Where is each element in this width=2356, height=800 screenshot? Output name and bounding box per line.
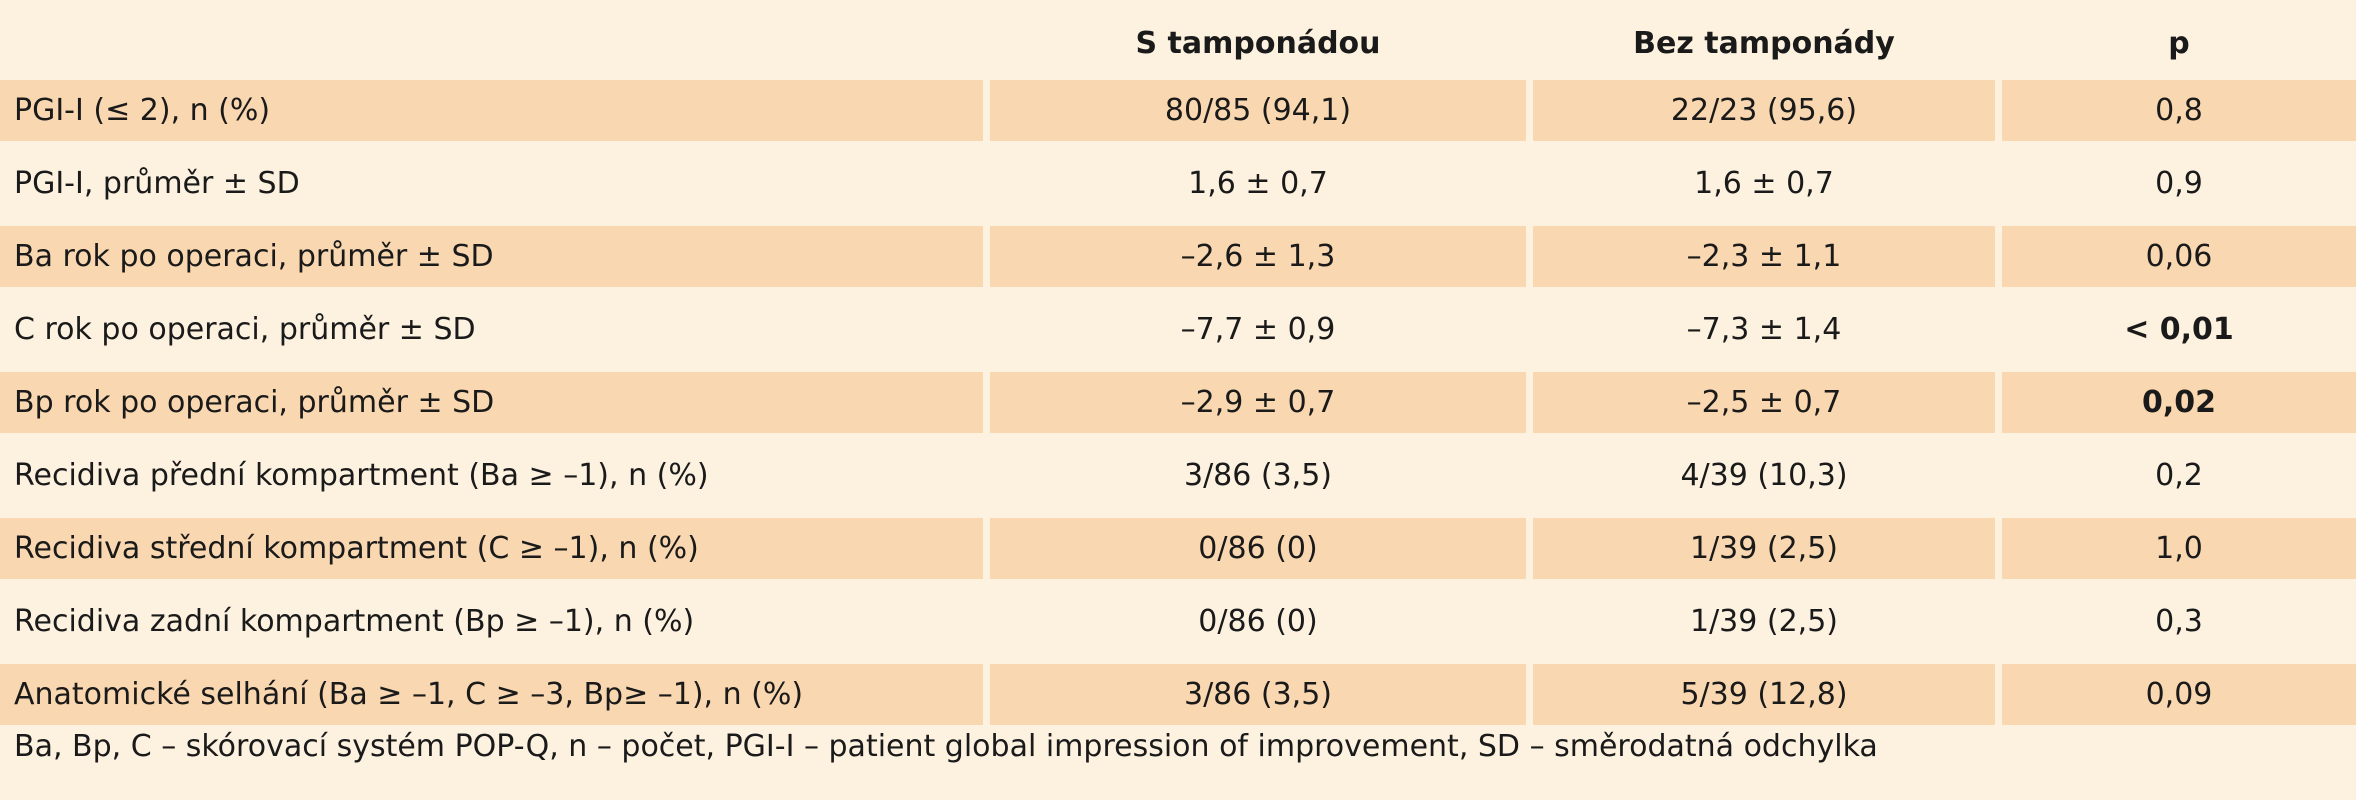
table-row: Bp rok po operaci, průměr ± SD –2,9 ± 0,…	[0, 372, 2356, 433]
row-with-value: –2,6 ± 1,3	[990, 226, 1526, 287]
row-label: Recidiva střední kompartment (C ≥ –1), n…	[0, 518, 983, 579]
row-without-value: 1/39 (2,5)	[1533, 518, 1995, 579]
row-p-value: 0,06	[2002, 226, 2356, 287]
header-cell-p: p	[2168, 26, 2190, 61]
row-without-value: –2,3 ± 1,1	[1533, 226, 1995, 287]
row-without-value: 4/39 (10,3)	[1680, 457, 1848, 493]
row-without-value: 1,6 ± 0,7	[1694, 165, 1834, 201]
row-label: Recidiva zadní kompartment (Bp ≥ –1), n …	[14, 603, 695, 639]
table-row: PGI-I (≤ 2), n (%) 80/85 (94,1) 22/23 (9…	[0, 80, 2356, 141]
row-label: Ba rok po operaci, průměr ± SD	[0, 226, 983, 287]
table-row: Recidiva střední kompartment (C ≥ –1), n…	[0, 518, 2356, 579]
row-with-value: 80/85 (94,1)	[990, 80, 1526, 141]
row-p-value: 0,3	[2155, 603, 2203, 639]
row-without-value: 1/39 (2,5)	[1689, 603, 1839, 639]
row-without-value: –2,5 ± 0,7	[1533, 372, 1995, 433]
row-with-value: 3/86 (3,5)	[1183, 457, 1333, 493]
table-row: Ba rok po operaci, průměr ± SD –2,6 ± 1,…	[0, 226, 2356, 287]
table-footnote: Ba, Bp, C – skórovací systém POP-Q, n – …	[14, 729, 1878, 764]
table-header-row: S tamponádou Bez tamponády p	[0, 20, 2356, 68]
row-p-value: 0,9	[2155, 165, 2203, 201]
row-label: C rok po operaci, průměr ± SD	[14, 311, 476, 347]
row-label: PGI-I (≤ 2), n (%)	[0, 80, 983, 141]
header-cell-with-tamponade: S tamponádou	[1135, 26, 1381, 61]
row-p-value: 0,02	[2002, 372, 2356, 433]
row-with-value: 1,6 ± 0,7	[1188, 165, 1328, 201]
row-p-value: 1,0	[2002, 518, 2356, 579]
row-with-value: –7,7 ± 0,9	[1180, 311, 1336, 347]
row-with-value: 3/86 (3,5)	[990, 664, 1526, 725]
row-with-value: 0/86 (0)	[990, 518, 1526, 579]
row-with-value: –2,9 ± 0,7	[990, 372, 1526, 433]
header-cell-without-tamponade: Bez tamponády	[1633, 26, 1895, 61]
results-table: S tamponádou Bez tamponády p PGI-I (≤ 2)…	[0, 20, 2356, 737]
row-label: Anatomické selhání (Ba ≥ –1, C ≥ –3, Bp≥…	[0, 664, 983, 725]
table-row: Anatomické selhání (Ba ≥ –1, C ≥ –3, Bp≥…	[0, 664, 2356, 725]
row-label: Recidiva přední kompartment (Ba ≥ –1), n…	[14, 457, 709, 493]
row-label: PGI-I, průměr ± SD	[14, 165, 300, 201]
row-p-value: < 0,01	[2124, 311, 2234, 347]
table-row: Recidiva přední kompartment (Ba ≥ –1), n…	[0, 445, 2356, 506]
header-cell-label	[0, 20, 983, 68]
row-label: Bp rok po operaci, průměr ± SD	[0, 372, 983, 433]
table-row: PGI-I, průměr ± SD 1,6 ± 0,7 1,6 ± 0,7 0…	[0, 153, 2356, 214]
row-p-value: 0,8	[2002, 80, 2356, 141]
table-row: Recidiva zadní kompartment (Bp ≥ –1), n …	[0, 591, 2356, 652]
table-row: C rok po operaci, průměr ± SD –7,7 ± 0,9…	[0, 299, 2356, 360]
row-without-value: 5/39 (12,8)	[1533, 664, 1995, 725]
row-p-value: 0,2	[2155, 457, 2203, 493]
row-with-value: 0/86 (0)	[1198, 603, 1318, 639]
row-without-value: 22/23 (95,6)	[1533, 80, 1995, 141]
row-p-value: 0,09	[2002, 664, 2356, 725]
row-without-value: –7,3 ± 1,4	[1686, 311, 1842, 347]
